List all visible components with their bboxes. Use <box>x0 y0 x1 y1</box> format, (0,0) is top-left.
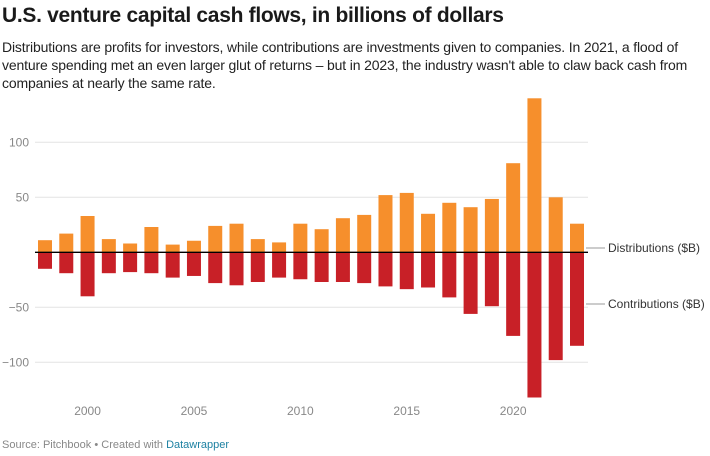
distribution-bar-2013 <box>357 214 372 253</box>
contribution-bar-2008 <box>250 252 265 282</box>
contribution-bar-1999 <box>59 252 74 274</box>
x-tick-label: 2020 <box>500 404 527 418</box>
contribution-bar-2014 <box>378 252 393 287</box>
datawrapper-link[interactable]: Datawrapper <box>166 439 230 451</box>
contribution-bar-2012 <box>335 252 350 282</box>
distribution-bar-2012 <box>335 218 350 253</box>
y-tick-label: 100 <box>9 135 29 149</box>
x-tick-label: 2010 <box>287 404 314 418</box>
contribution-bar-2005 <box>186 252 201 276</box>
contribution-bar-2018 <box>463 252 478 314</box>
contribution-bar-2000 <box>80 252 95 297</box>
distribution-bar-2009 <box>272 242 287 253</box>
contribution-bar-2015 <box>399 252 414 290</box>
contribution-bar-2007 <box>229 252 244 286</box>
chart-title: U.S. venture capital cash flows, in bill… <box>2 4 504 27</box>
contribution-bar-2023 <box>570 252 584 346</box>
y-axis-ticks: 100 50 −50 −100 <box>2 135 29 369</box>
distribution-bar-2008 <box>250 239 265 253</box>
contribution-bar-2001 <box>101 252 116 274</box>
contribution-bar-2021 <box>527 252 542 398</box>
distribution-bar-2022 <box>548 197 563 253</box>
distribution-bar-2011 <box>314 229 329 253</box>
contribution-bar-2010 <box>293 252 308 280</box>
distribution-bar-1999 <box>59 233 74 253</box>
distribution-bar-2004 <box>165 244 180 253</box>
contribution-bar-2009 <box>272 252 287 278</box>
x-tick-label: 2000 <box>74 404 101 418</box>
contribution-bar-2011 <box>314 252 329 282</box>
contribution-bar-2022 <box>548 252 563 361</box>
distribution-bar-2014 <box>378 195 393 253</box>
contribution-bar-2016 <box>421 252 436 288</box>
distribution-bar-1998 <box>38 240 52 253</box>
gridlines <box>35 141 588 363</box>
x-tick-label: 2015 <box>393 404 420 418</box>
distribution-bar-2002 <box>123 243 138 253</box>
distribution-bar-2020 <box>506 163 521 253</box>
distribution-bar-2017 <box>442 202 457 253</box>
distribution-bar-2021 <box>527 98 542 253</box>
contribution-bar-2003 <box>144 252 159 274</box>
x-axis-ticks: 2000 2005 2010 2015 2020 <box>74 404 527 418</box>
distribution-bar-2016 <box>421 213 436 253</box>
source-note: Source: Pitchbook <box>2 439 92 451</box>
bars <box>38 98 584 398</box>
distribution-bar-2005 <box>186 240 201 253</box>
legend-distributions: Distributions ($B) <box>608 241 700 255</box>
contribution-bar-2002 <box>123 252 138 273</box>
created-with-text: Created with <box>101 439 167 451</box>
footer-separator: • <box>91 439 102 451</box>
distribution-bar-2000 <box>80 216 95 253</box>
legend-contributions: Contributions ($B) <box>608 297 705 311</box>
footer: Source: Pitchbook • Created with Datawra… <box>2 439 229 451</box>
distribution-bar-2001 <box>101 239 116 253</box>
distribution-bar-2003 <box>144 227 159 253</box>
distribution-bar-2007 <box>229 223 244 253</box>
y-tick-label: −50 <box>9 300 30 314</box>
distribution-bar-2019 <box>484 198 499 253</box>
contribution-bar-2020 <box>506 252 521 336</box>
legend: Distributions ($B) Contributions ($B) <box>586 241 705 311</box>
distribution-bar-2023 <box>570 223 584 253</box>
x-tick-label: 2005 <box>181 404 208 418</box>
distribution-bar-2018 <box>463 207 478 253</box>
y-tick-label: −100 <box>2 355 29 369</box>
chart-subtitle: Distributions are profits for investors,… <box>2 39 688 91</box>
distribution-bar-2015 <box>399 192 414 253</box>
distribution-bar-2006 <box>208 225 223 253</box>
contribution-bar-2004 <box>165 252 180 278</box>
distribution-bar-2010 <box>293 223 308 253</box>
contribution-bar-2019 <box>484 252 499 307</box>
y-tick-label: 50 <box>16 190 30 204</box>
contribution-bar-1998 <box>38 252 52 269</box>
contribution-bar-2013 <box>357 252 372 284</box>
contribution-bar-2017 <box>442 252 457 298</box>
contribution-bar-2006 <box>208 252 223 284</box>
